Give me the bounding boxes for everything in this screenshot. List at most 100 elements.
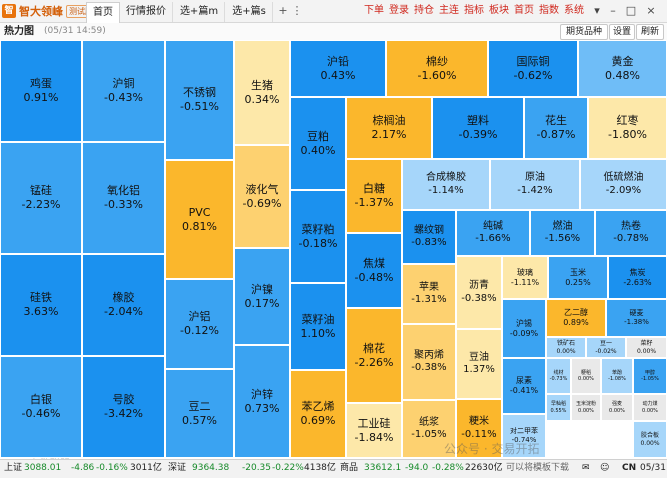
heatmap-tile[interactable]: 燃油 -1.56% <box>530 210 595 256</box>
tile-name: 硬麦 <box>629 309 644 318</box>
heatmap-tile[interactable]: 玉米淀粉 0.00% <box>571 394 601 421</box>
heatmap-tile[interactable]: 强麦 0.00% <box>601 394 633 421</box>
heatmap-tile[interactable]: 早籼稻 0.55% <box>546 394 571 421</box>
heatmap-tile[interactable]: 苯乙烯 0.69% <box>290 370 346 458</box>
tile-change: 0.43% <box>320 68 356 82</box>
heatmap-tile[interactable]: 菜籽油 1.10% <box>290 283 346 370</box>
heatmap-tile[interactable]: 原油 -1.42% <box>490 159 580 210</box>
heatmap-tile[interactable]: 玻璃 -1.11% <box>502 256 548 299</box>
heatmap-tile[interactable]: 棉纱 -1.60% <box>386 40 488 97</box>
heatmap-tile[interactable]: 工业硅 -1.84% <box>346 403 402 458</box>
heatmap-tile[interactable]: 线材 -0.73% <box>546 358 571 394</box>
heatmap-tile[interactable]: 塑料 -0.39% <box>432 97 524 159</box>
heatmap-tile[interactable]: 沥青 -0.38% <box>456 256 502 329</box>
heatmap-tile[interactable]: 胶合板 0.00% <box>633 421 667 458</box>
add-tab-icon[interactable]: + <box>278 4 288 17</box>
heatmap-tile[interactable]: 白银 -0.46% <box>0 356 82 458</box>
heatmap-tile[interactable]: 甲醇 -1.05% <box>633 358 667 394</box>
heatmap-tile[interactable]: 纸浆 -1.05% <box>402 400 456 458</box>
heatmap-tile[interactable]: 螺纹钢 -0.83% <box>402 210 456 264</box>
tile-change: -1.42% <box>517 184 553 196</box>
heatmap-tile[interactable]: 白糖 -1.37% <box>346 159 402 233</box>
tile-name: 沪锡 <box>516 318 532 328</box>
heatmap-tile[interactable]: 豆油 1.37% <box>456 329 502 399</box>
heatmap-tile[interactable]: 沪锡 -0.09% <box>502 299 546 358</box>
heatmap-tile[interactable]: 棕榈油 2.17% <box>346 97 432 159</box>
menu-sectors[interactable]: 板块 <box>489 5 509 16</box>
heatmap-tile[interactable]: 苯酚 -1.08% <box>601 358 633 394</box>
tile-name: 热卷 <box>621 220 641 232</box>
menu-indicators[interactable]: 指标 <box>464 5 484 16</box>
heatmap-tile[interactable]: 硬麦 -1.38% <box>606 299 667 337</box>
heatmap-tile[interactable]: 橡胶 -2.04% <box>82 254 165 356</box>
heatmap-tile[interactable]: 花生 -0.87% <box>524 97 588 159</box>
heatmap-tile[interactable]: 沪铝 -0.12% <box>165 279 234 369</box>
heatmap-tile[interactable]: 鸡蛋 0.91% <box>0 40 82 142</box>
heatmap-tile[interactable]: 尿素 -0.41% <box>502 358 546 414</box>
heatmap-tile[interactable]: 沪铅 0.43% <box>290 40 386 97</box>
tab-select-s[interactable]: 选+篇s <box>226 2 273 22</box>
heatmap-tile[interactable]: 硅铁 3.63% <box>0 254 82 356</box>
refresh-button[interactable]: 刷新 <box>636 24 664 40</box>
tile-name: 鸡蛋 <box>30 77 52 91</box>
close-icon[interactable]: × <box>646 4 656 17</box>
menu-login[interactable]: 登录 <box>389 5 409 16</box>
heatmap-tile[interactable]: 乙二醇 0.89% <box>546 299 606 337</box>
tile-name: 线材 <box>553 369 564 376</box>
menu-order[interactable]: 下单 <box>364 5 384 16</box>
heatmap-tile[interactable]: 聚丙烯 -0.38% <box>402 324 456 400</box>
heatmap-tile[interactable]: 焦炭 -2.63% <box>608 256 667 299</box>
heatmap-tile[interactable]: 不锈钢 -0.51% <box>165 40 234 160</box>
heatmap-tile[interactable]: 粳米 -0.11% <box>456 399 502 458</box>
tab-home[interactable]: 首页 <box>86 2 120 23</box>
heatmap-tile[interactable]: 黄金 0.48% <box>578 40 667 97</box>
commodity-pct: -0.28% <box>432 463 464 473</box>
heatmap-tile[interactable]: 纯碱 -1.66% <box>456 210 530 256</box>
tab-quotes[interactable]: 行情报价 <box>120 2 173 22</box>
heatmap-tile[interactable]: 热卷 -0.78% <box>595 210 667 256</box>
heatmap-tile[interactable]: 液化气 -0.69% <box>234 145 290 248</box>
heatmap-tile[interactable]: 棉花 -2.26% <box>346 308 402 403</box>
heatmap-tile[interactable]: 生猪 0.34% <box>234 40 290 145</box>
heatmap-tile[interactable]: 合成橡胶 -1.14% <box>402 159 490 210</box>
menu-system[interactable]: 系统 <box>564 5 584 16</box>
minimize-icon[interactable]: – <box>610 4 616 17</box>
heatmap-tile[interactable]: 低硫燃油 -2.09% <box>580 159 667 210</box>
tile-change: 0.25% <box>565 277 591 287</box>
message-icon[interactable]: ✉ <box>582 463 590 473</box>
heatmap-tile[interactable]: 粳稻 0.00% <box>571 358 601 394</box>
settings-button[interactable]: 设置 <box>609 24 635 40</box>
sh-amount: 3011亿 <box>130 463 162 473</box>
maximize-icon[interactable]: □ <box>625 4 637 17</box>
heatmap-tile[interactable]: 沪锌 0.73% <box>234 345 290 458</box>
heatmap-tile[interactable]: 玉米 0.25% <box>548 256 608 299</box>
menu-main-contracts[interactable]: 主连 <box>439 5 459 16</box>
heatmap-tile[interactable]: 氧化铝 -0.33% <box>82 142 165 254</box>
heatmap-tile[interactable]: 豆粕 0.40% <box>290 97 346 190</box>
heatmap-tile[interactable]: 豆一 -0.02% <box>586 337 626 358</box>
menu-home[interactable]: 首页 <box>514 5 534 16</box>
heatmap-tile[interactable]: 豆二 0.57% <box>165 369 234 458</box>
heatmap-tile[interactable]: 沪镍 0.17% <box>234 248 290 345</box>
menu-positions[interactable]: 持仓 <box>414 5 434 16</box>
tab-select-m[interactable]: 选+篇m <box>174 2 225 22</box>
heatmap-tile[interactable]: 菜籽 0.00% <box>626 337 667 358</box>
heatmap-tile[interactable]: 焦煤 -0.48% <box>346 233 402 308</box>
heatmap-tile[interactable]: 苹果 -1.31% <box>402 264 456 324</box>
heatmap-tile[interactable]: 对二甲苯 -0.74% <box>502 414 546 458</box>
heatmap-tile[interactable]: 动力煤 0.00% <box>633 394 667 421</box>
menu-index[interactable]: 指数 <box>539 5 559 16</box>
user-icon[interactable]: ☺ <box>600 463 610 473</box>
heatmap-tile[interactable]: 号胶 -3.42% <box>82 356 165 458</box>
tile-name: 菜籽油 <box>301 312 335 326</box>
more-tabs-icon[interactable]: ⋮ <box>291 4 303 17</box>
heatmap-tile[interactable]: 沪铜 -0.43% <box>82 40 165 142</box>
heatmap-tile[interactable]: 锰硅 -2.23% <box>0 142 82 254</box>
heatmap-tile[interactable]: 菜籽粕 -0.18% <box>290 190 346 283</box>
heatmap-tile[interactable]: 国际铜 -0.62% <box>488 40 578 97</box>
futures-variety-button[interactable]: 期货品种 <box>560 24 608 40</box>
heatmap-tile[interactable]: PVC 0.81% <box>165 160 234 279</box>
dropdown-icon[interactable]: ▾ <box>594 4 600 17</box>
heatmap-tile[interactable]: 铁矿石 0.00% <box>546 337 586 358</box>
heatmap-tile[interactable]: 红枣 -1.80% <box>588 97 667 159</box>
